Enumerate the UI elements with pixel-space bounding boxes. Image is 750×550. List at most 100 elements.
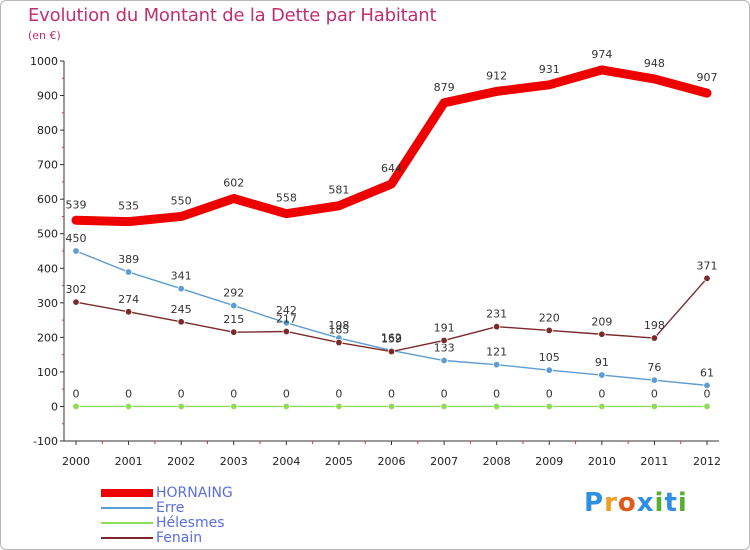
data-label: 242 (276, 304, 297, 317)
data-point (72, 247, 80, 255)
data-label: 931 (539, 63, 560, 76)
y-tick-label: -100 (33, 435, 58, 448)
data-label: 231 (486, 308, 507, 321)
y-tick-label: 300 (37, 297, 58, 310)
legend-swatch (101, 507, 153, 509)
logo-letter: P (584, 488, 605, 518)
data-point (124, 308, 133, 316)
data-label: 217 (276, 312, 297, 325)
x-tick-label: 2000 (62, 455, 90, 468)
logo-letter: x (636, 488, 655, 518)
data-point (440, 356, 448, 365)
data-point (282, 402, 291, 411)
data-label: 245 (171, 303, 192, 316)
logo-letter: t (664, 488, 678, 518)
data-label: 0 (283, 387, 290, 400)
x-tick-label: 2007 (430, 455, 458, 468)
data-point (440, 336, 448, 345)
data-point (124, 402, 133, 411)
data-label: 450 (66, 232, 87, 245)
y-tick-label: 600 (37, 193, 58, 206)
data-label: 198 (328, 319, 349, 332)
data-label: 185 (328, 324, 349, 337)
data-point (598, 371, 606, 379)
data-label: 91 (595, 356, 609, 369)
data-point (650, 334, 659, 342)
data-point (387, 402, 396, 411)
data-point (335, 338, 343, 347)
data-label: 581 (328, 184, 349, 197)
data-point (492, 322, 501, 331)
data-label: 191 (434, 321, 455, 334)
data-label: 644 (381, 162, 402, 175)
data-label: 389 (118, 253, 139, 266)
data-point (177, 318, 185, 326)
data-point (650, 402, 659, 411)
data-point (545, 402, 553, 411)
x-tick-label: 2009 (535, 455, 563, 468)
x-tick-label: 2012 (693, 455, 721, 468)
series-fenain: 302 274 245 215 217 185 159 191 231 220 209 198 371 (66, 259, 718, 356)
data-point (282, 327, 291, 336)
data-label: 0 (178, 387, 185, 400)
data-point (440, 402, 448, 411)
data-label: 292 (223, 287, 244, 300)
data-label: 0 (335, 387, 342, 400)
data-label: 539 (66, 198, 87, 211)
data-label: 105 (539, 351, 560, 364)
y-tick-label: 200 (37, 331, 58, 344)
data-label: 0 (493, 387, 500, 400)
legend-swatch (101, 522, 153, 524)
y-tick-label: 400 (37, 262, 58, 275)
data-point (177, 284, 185, 293)
series-erre: 450 389 341 292 242 198 162 133 121 105 91 76 61 (66, 232, 714, 390)
data-label: 274 (118, 293, 139, 306)
series-line (71, 65, 712, 227)
data-label: 220 (539, 311, 560, 324)
data-label: 162 (381, 331, 402, 344)
data-point (335, 402, 343, 411)
series-h-lesmes: 0 0 0 0 0 0 0 0 0 0 0 0 0 (72, 387, 711, 411)
data-label: 121 (486, 346, 507, 359)
data-label: 341 (171, 270, 192, 283)
data-point (703, 381, 711, 390)
data-point (230, 402, 238, 411)
data-label: 133 (434, 342, 455, 355)
data-point (230, 301, 238, 310)
data-label: 558 (276, 192, 297, 205)
data-point (545, 366, 553, 374)
data-point (492, 360, 501, 369)
legend-label: Erre (156, 500, 185, 516)
data-label: 0 (73, 387, 80, 400)
data-point (703, 402, 711, 411)
legend-swatch (101, 489, 153, 497)
x-tick-label: 2008 (483, 455, 511, 468)
data-label: 974 (591, 48, 612, 61)
data-label: 76 (647, 361, 661, 374)
data-label: 302 (66, 283, 87, 296)
data-label: 879 (434, 81, 455, 94)
x-tick-label: 2010 (588, 455, 616, 468)
data-label: 215 (223, 313, 244, 326)
x-tick-label: 2006 (378, 455, 406, 468)
data-point (650, 376, 659, 384)
y-tick-label: 0 (51, 400, 58, 413)
data-point (598, 330, 606, 338)
data-point (492, 402, 501, 411)
data-label: 0 (388, 387, 395, 400)
x-tick-label: 2002 (167, 455, 195, 468)
data-point (72, 402, 80, 411)
data-label: 61 (700, 366, 714, 379)
data-point (177, 402, 185, 411)
data-label: 198 (644, 319, 665, 332)
y-tick-label: 500 (37, 228, 58, 241)
y-tick-label: 1000 (30, 55, 58, 68)
y-tick-label: 700 (37, 159, 58, 172)
data-label: 159 (381, 333, 402, 346)
series-hornaing: 539 535 550 602 558 581 644 879 912 931 974 948 907 (66, 48, 718, 227)
data-point (598, 402, 606, 411)
data-label: 0 (704, 387, 711, 400)
legend-swatch (101, 537, 153, 539)
